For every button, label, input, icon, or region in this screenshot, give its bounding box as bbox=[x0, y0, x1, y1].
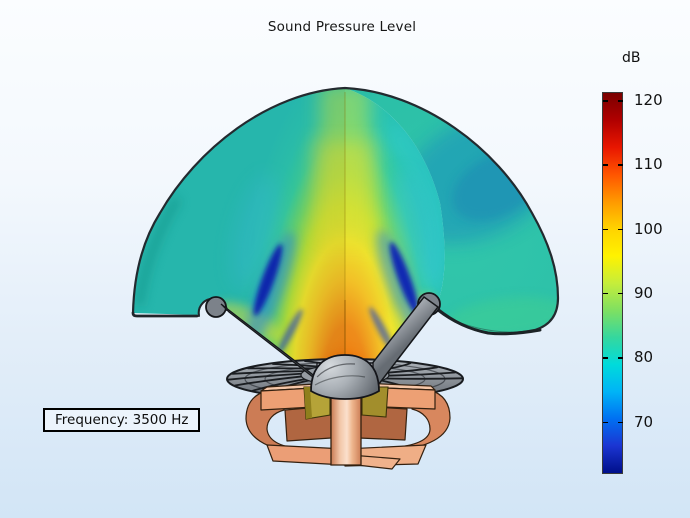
colorbar-tick-label: 120 bbox=[634, 91, 663, 109]
surround-roll-left bbox=[205, 296, 227, 318]
frequency-annotation: Frequency: 3500 Hz bbox=[43, 408, 201, 432]
colorbar-gradient-bar bbox=[602, 92, 623, 474]
colorbar-tick-label: 110 bbox=[634, 155, 663, 174]
plot-title: Sound Pressure Level bbox=[267, 19, 417, 35]
colorbar-tick-label: 100 bbox=[634, 219, 663, 238]
colorbar-tick-mark bbox=[617, 100, 623, 102]
colorbar-tick-mark bbox=[603, 100, 608, 102]
colorbar-tick-mark bbox=[617, 421, 623, 423]
colorbar-tick-label: 90 bbox=[634, 283, 654, 302]
pressure-null-left bbox=[231, 175, 303, 356]
colorbar-tick-mark bbox=[603, 228, 608, 231]
colorbar-tick-mark bbox=[617, 228, 623, 231]
colorbar-unit-label: dB bbox=[622, 50, 641, 66]
colorbar-tick-label: 80 bbox=[634, 348, 654, 367]
colorbar-tick-mark bbox=[617, 292, 623, 295]
colorbar-tick-mark bbox=[603, 164, 608, 166]
colorbar-tick-label: 70 bbox=[634, 412, 654, 431]
loudspeaker-driver bbox=[205, 292, 464, 470]
dust-cap bbox=[310, 354, 380, 400]
colorbar-tick-mark bbox=[603, 357, 608, 359]
colorbar-tick-mark bbox=[617, 357, 623, 359]
colorbar-tick-mark bbox=[617, 164, 623, 166]
colorbar-tick-mark bbox=[603, 292, 608, 295]
colorbar: dB 120 110 100 90 80 70 bbox=[598, 50, 690, 495]
colorbar-tick-mark bbox=[603, 421, 608, 423]
